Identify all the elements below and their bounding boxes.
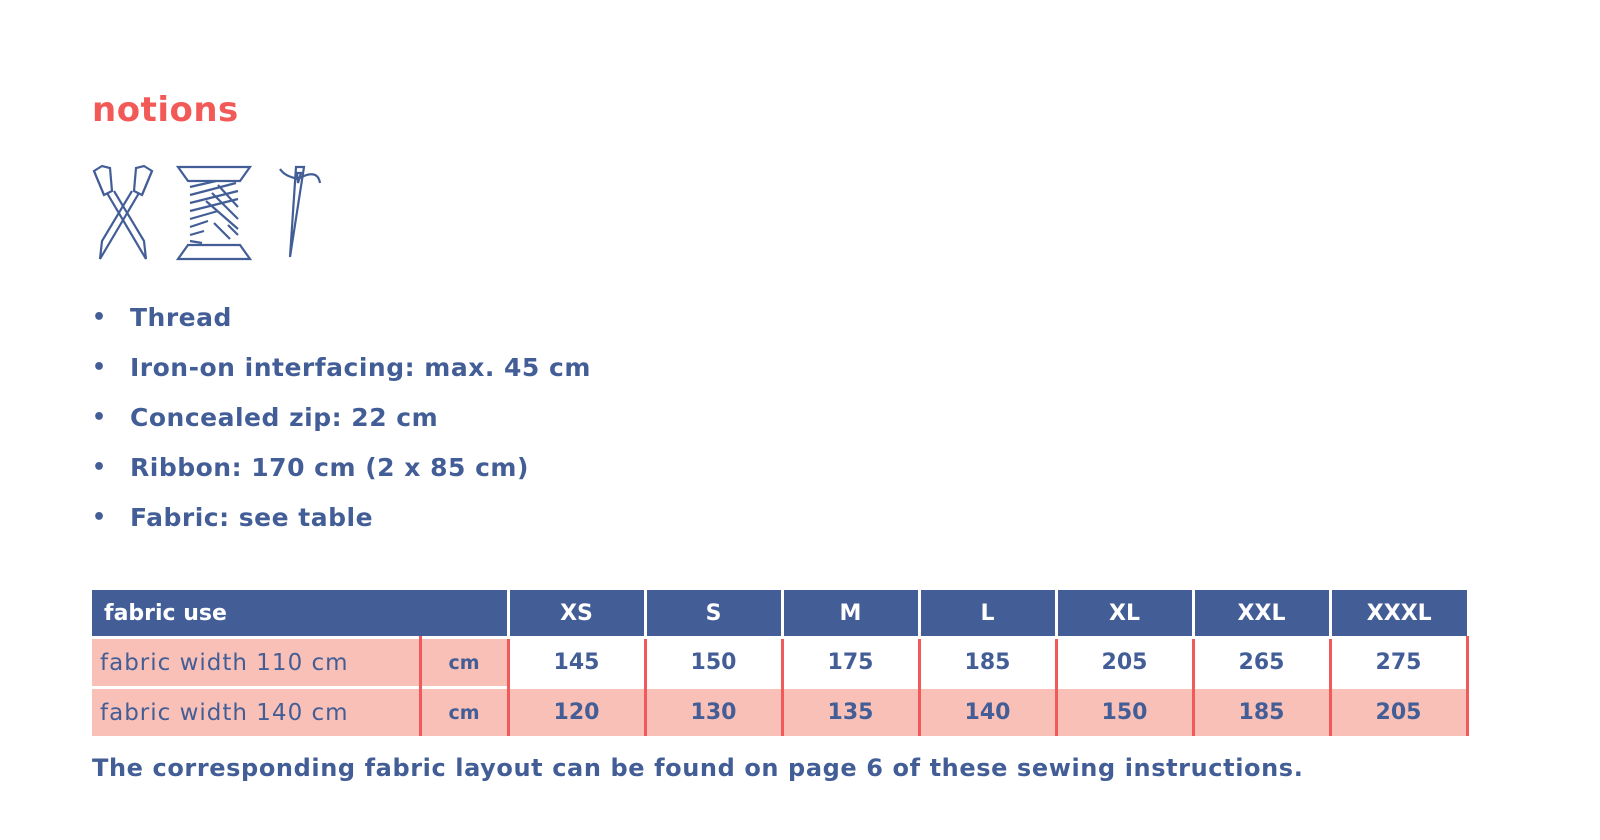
row-label: fabric width 110 cm <box>92 636 422 688</box>
list-item: • Iron-on interfacing: max. 45 cm <box>92 352 591 382</box>
table-cell: 185 <box>919 636 1058 688</box>
header-size: S <box>643 590 782 638</box>
notions-list: • Thread • Iron-on interfacing: max. 45 cm… <box>92 292 591 542</box>
table-cell: 205 <box>1056 636 1195 688</box>
list-item: • Thread <box>92 302 232 332</box>
header-size: XXL <box>1191 590 1330 638</box>
table-cell: 150 <box>645 636 784 688</box>
table-cell: 175 <box>782 636 921 688</box>
table-cell: 185 <box>1193 686 1332 736</box>
header-size: XL <box>1054 590 1193 638</box>
row-label: fabric width 140 cm <box>92 686 422 736</box>
table-cell: 275 <box>1330 636 1469 688</box>
table-cell: 135 <box>782 686 921 736</box>
needle-icon <box>279 165 322 258</box>
table-cell: 140 <box>919 686 1058 736</box>
row-unit: cm <box>420 636 510 688</box>
table-cell: 130 <box>645 686 784 736</box>
fabric-layout-note: The corresponding fabric layout can be f… <box>92 754 1304 782</box>
table-row: fabric width 140 cm cm 120 130 135 140 1… <box>92 686 1469 736</box>
table-cell: 265 <box>1193 636 1332 688</box>
scissors-icon <box>92 164 154 260</box>
notions-icons <box>92 164 322 261</box>
list-item: • Ribbon: 170 cm (2 x 85 cm) <box>92 452 529 482</box>
header-fabric-use: fabric use <box>92 590 508 638</box>
fabric-use-table: fabric use XS S M L XL XXL XXXL fabric w… <box>92 590 1469 736</box>
table-cell: 120 <box>508 686 647 736</box>
header-size: M <box>780 590 919 638</box>
section-heading: notions <box>92 90 239 130</box>
header-size: XS <box>506 590 645 638</box>
list-item: • Concealed zip: 22 cm <box>92 402 439 432</box>
table-cell: 145 <box>508 636 647 688</box>
header-size: XXXL <box>1328 590 1467 638</box>
thread-spool-icon <box>175 165 253 261</box>
table-cell: 150 <box>1056 686 1195 736</box>
header-size: L <box>917 590 1056 638</box>
row-unit: cm <box>420 686 510 736</box>
list-item: • Fabric: see table <box>92 502 374 532</box>
table-header-row: fabric use XS S M L XL XXL XXXL <box>92 590 1467 638</box>
table-row: fabric width 110 cm cm 145 150 175 185 2… <box>92 636 1469 688</box>
table-cell: 205 <box>1330 686 1469 736</box>
